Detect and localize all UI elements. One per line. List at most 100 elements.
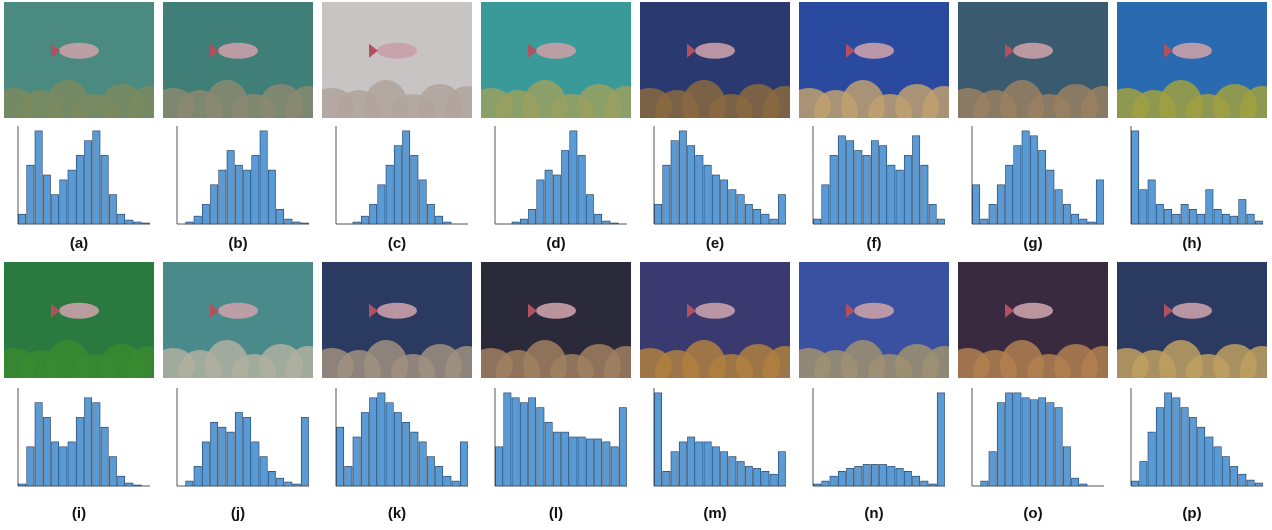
histogram-bar [268, 170, 275, 224]
histogram-bar [202, 204, 209, 224]
histogram-bar [830, 476, 837, 486]
histogram-bar [134, 222, 141, 224]
histogram-bar [1214, 447, 1221, 486]
histogram-bar [361, 216, 368, 224]
histogram-bar [118, 476, 125, 486]
histogram-bar [721, 180, 728, 224]
histogram-bar [929, 204, 936, 224]
histogram-bar [1014, 146, 1021, 224]
histogram-bar [52, 195, 59, 224]
histogram-bar [611, 447, 618, 486]
histogram-bar [452, 481, 459, 486]
histogram-bar [411, 432, 418, 486]
histogram-bar [896, 468, 903, 486]
histogram-bar [268, 471, 275, 486]
histogram-bar [737, 462, 744, 487]
histogram-bar [1181, 204, 1188, 224]
histogram-bar [101, 155, 108, 224]
histogram-bar [52, 442, 59, 486]
histogram-bar [847, 468, 854, 486]
panel-label: (n) [864, 505, 883, 522]
underwater-image [1105, 2, 1272, 138]
histogram-bar [578, 437, 585, 486]
histogram-bar [301, 223, 308, 224]
fish [218, 303, 258, 319]
underwater-image [628, 2, 807, 138]
histogram-bar [754, 468, 761, 486]
underwater-image [151, 262, 330, 398]
fish [59, 303, 99, 319]
histogram-bar [545, 170, 552, 224]
panel-label: (b) [228, 235, 247, 252]
histogram-bar [353, 222, 360, 224]
histogram-bar [60, 180, 67, 224]
histogram-bar [822, 185, 829, 224]
histogram-bar [520, 219, 527, 224]
histogram-bar [370, 398, 377, 486]
panel-label: (o) [1023, 505, 1042, 522]
histogram-bar [512, 398, 519, 486]
histogram-bar [394, 413, 401, 487]
histogram-bar [512, 222, 519, 224]
histogram-bar [595, 439, 602, 486]
histogram-bar [260, 131, 267, 224]
underwater-image [469, 2, 648, 138]
histogram-bar [1039, 151, 1046, 225]
panel-label: (l) [549, 505, 563, 522]
histogram-bar [1198, 427, 1205, 486]
histogram-bar [981, 481, 988, 486]
histogram-bar [704, 442, 711, 486]
histogram-bar [729, 190, 736, 224]
underwater-image [310, 2, 489, 138]
histogram-bar [260, 457, 267, 486]
histogram-bar [1247, 214, 1254, 224]
fish [695, 303, 735, 319]
histogram-bar [729, 457, 736, 486]
fish [536, 43, 576, 59]
histogram-bar [814, 219, 821, 224]
panel-label: (p) [1182, 505, 1201, 522]
histogram-bar [973, 185, 980, 224]
underwater-image [628, 262, 807, 398]
histogram-bar [370, 204, 377, 224]
histogram-bar [252, 155, 259, 224]
histogram-bar [378, 185, 385, 224]
histogram-bar [1140, 190, 1147, 224]
histogram-bar [293, 484, 300, 486]
histogram-bar [778, 452, 785, 486]
histogram-bar [838, 471, 845, 486]
histogram-bar [403, 422, 410, 486]
histogram-bar [679, 442, 686, 486]
histogram-bar [403, 131, 410, 224]
histogram-bar [888, 466, 895, 486]
histogram-bar [19, 214, 26, 224]
histogram-bar [35, 403, 42, 486]
histogram-bar [27, 447, 34, 486]
histogram-bar [1255, 483, 1262, 486]
fish [1172, 303, 1212, 319]
histogram-bar [830, 155, 837, 224]
histogram-bar [778, 195, 785, 224]
histogram-bar [595, 214, 602, 224]
histogram-bar [1222, 214, 1229, 224]
histogram-bar [619, 408, 626, 486]
histogram-bar [496, 447, 503, 486]
histogram-bar [219, 427, 226, 486]
histogram-bar [611, 223, 618, 224]
histogram-bar [896, 170, 903, 224]
histogram-bar [696, 442, 703, 486]
histogram-bar [1156, 408, 1163, 486]
panel-label: (f) [867, 235, 882, 252]
histogram-bar [186, 222, 193, 224]
histogram-bar [277, 209, 284, 224]
histogram-bar [1148, 432, 1155, 486]
histogram-bar [1096, 180, 1103, 224]
histogram-bar [1080, 219, 1087, 224]
histogram-bar [1080, 484, 1087, 486]
histogram-bar [655, 393, 662, 486]
histogram-bar [1231, 216, 1238, 224]
histogram-bar [235, 413, 242, 487]
fish [1172, 43, 1212, 59]
underwater-image [0, 2, 171, 138]
histogram-bar [211, 185, 218, 224]
